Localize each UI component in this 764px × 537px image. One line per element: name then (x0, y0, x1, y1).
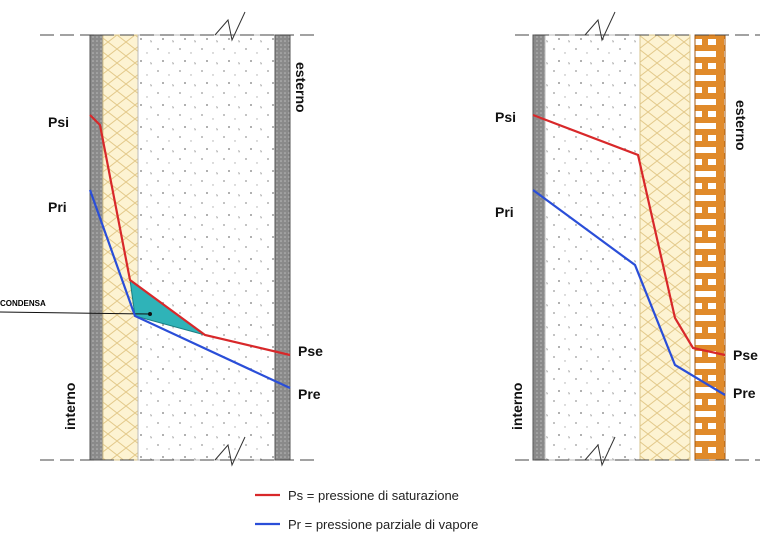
saturation-line (532, 113, 726, 357)
legend: Ps = pressione di saturazione Pr = press… (255, 488, 478, 532)
legend-text: Pr = pressione parziale di vapore (288, 517, 478, 532)
insulation-layer (102, 34, 139, 461)
insulation-layer (639, 34, 691, 461)
break-mark (584, 11, 616, 42)
label-inside: interno (509, 383, 525, 430)
saturation-line (89, 114, 291, 357)
legend-text: Ps = pressione di saturazione (288, 488, 459, 503)
plaster-layer (532, 34, 546, 461)
break-mark (214, 11, 246, 42)
brick-layer (694, 34, 726, 461)
label-psi: Psi (48, 114, 69, 130)
label-outside: esterno (733, 100, 749, 151)
plaster-layer (89, 34, 104, 461)
label-psi: Psi (495, 109, 516, 125)
leader-line (0, 311, 151, 315)
vapour-line (532, 189, 726, 396)
vapour-line (88, 189, 291, 389)
plaster-layer (274, 34, 291, 461)
label-outside: esterno (293, 62, 309, 113)
label-pri: Pri (48, 199, 67, 215)
left-diagram: Psi Pri Pse Pre esterno interno CONDENSA (0, 11, 323, 467)
break-mark (214, 436, 246, 467)
label-pri: Pri (495, 204, 514, 220)
concrete-layer (544, 34, 641, 461)
label-inside: interno (62, 383, 78, 430)
break-mark (584, 436, 616, 467)
concrete-layer (137, 34, 276, 461)
label-pse: Pse (733, 347, 758, 363)
right-diagram: Psi Pri Pse Pre esterno interno (495, 11, 760, 467)
label-pre: Pre (298, 386, 321, 402)
condensation-label: CONDENSA (0, 299, 46, 308)
label-pse: Pse (298, 343, 323, 359)
label-pre: Pre (733, 385, 756, 401)
